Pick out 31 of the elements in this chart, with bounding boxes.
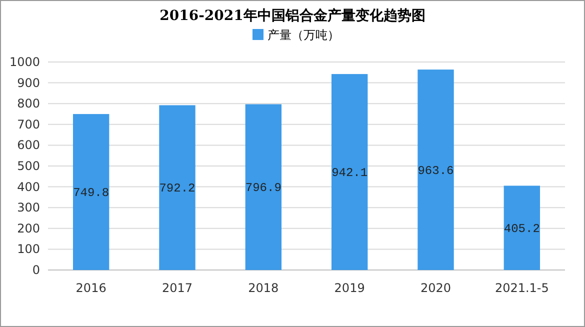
x-tick-label: 2021.1-5 — [494, 281, 549, 295]
data-label: 942.1 — [332, 166, 368, 180]
data-label: 749.8 — [73, 186, 110, 200]
x-tick-label: 2017 — [162, 281, 193, 295]
y-tick-label: 200 — [17, 221, 40, 236]
y-tick-label: 1000 — [9, 55, 40, 69]
x-tick-label: 2016 — [76, 281, 106, 295]
x-tick-label: 2019 — [334, 281, 365, 295]
y-tick-label: 900 — [17, 76, 40, 90]
bar — [504, 186, 540, 270]
data-label: 792.2 — [159, 182, 196, 196]
y-tick-label: 100 — [17, 242, 40, 256]
y-tick-label: 500 — [17, 159, 40, 173]
y-tick-label: 0 — [32, 263, 40, 277]
bar — [245, 104, 282, 270]
bar — [72, 114, 110, 270]
legend-label: 产量（万吨） — [268, 28, 340, 42]
data-label: 796.9 — [245, 181, 282, 196]
y-tick-label: 800 — [17, 96, 40, 111]
chart-title: 2016-2021年中国铝合金产量变化趋势图 — [160, 7, 426, 24]
y-tick-label: 700 — [17, 117, 40, 132]
data-label: 963.6 — [418, 164, 454, 178]
data-label: 405.2 — [504, 222, 540, 236]
bar — [418, 70, 454, 270]
bar — [331, 74, 368, 270]
bar — [159, 105, 196, 270]
y-tick-label: 300 — [17, 200, 40, 215]
y-tick-label: 400 — [17, 180, 40, 194]
x-tick-label: 2018 — [248, 281, 279, 295]
y-tick-label: 600 — [17, 138, 40, 152]
x-tick-label: 2020 — [420, 281, 452, 295]
